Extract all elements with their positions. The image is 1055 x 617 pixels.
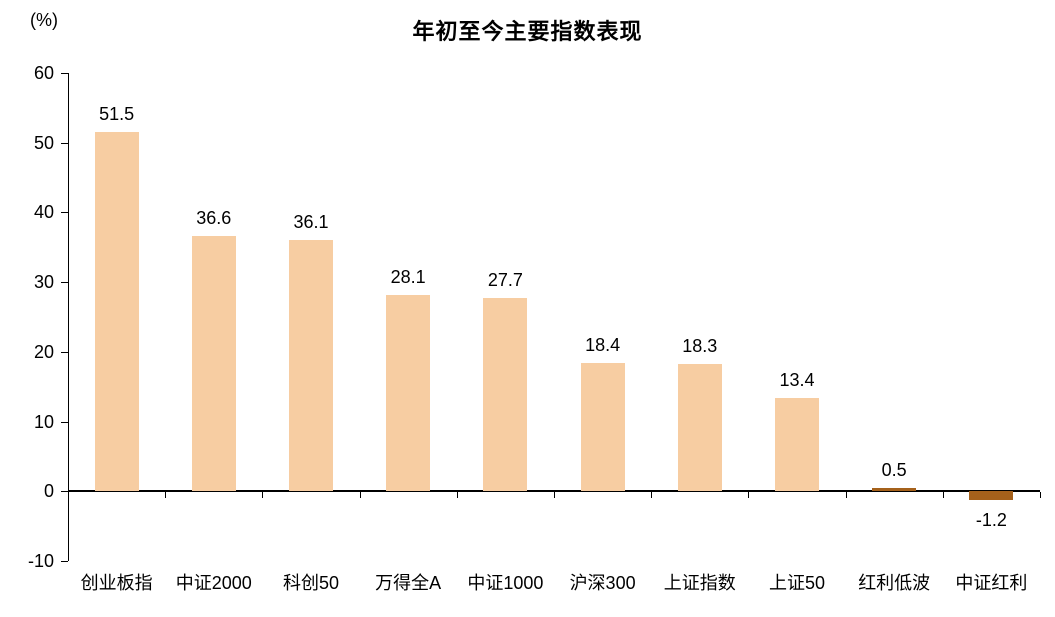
x-axis-label: 创业板指 (80, 573, 153, 593)
y-axis-tick-label: 40 (33, 202, 54, 223)
bar (483, 298, 528, 492)
y-axis-tick-label: 10 (33, 411, 54, 432)
bar (969, 491, 1014, 500)
bar (872, 487, 917, 492)
y-axis-tick-mark (61, 561, 68, 562)
bar-value-label: 13.4 (779, 369, 815, 390)
x-axis-tick-mark (1040, 492, 1041, 499)
x-axis-label: 上证50 (768, 573, 826, 593)
x-axis-tick-mark (456, 492, 458, 499)
y-axis-tick-mark (61, 142, 68, 144)
y-axis-tick-mark (61, 282, 68, 284)
x-axis-label: 中证红利 (955, 573, 1028, 593)
x-axis-tick-mark (262, 492, 264, 499)
y-axis-tick-mark (61, 73, 68, 74)
x-axis-tick-mark (68, 492, 69, 499)
y-axis-tick-label: -10 (27, 551, 54, 571)
x-axis-label: 红利低波 (858, 573, 931, 593)
x-axis-tick-mark (165, 492, 167, 499)
bar (386, 295, 431, 492)
bar-value-label: 36.1 (293, 211, 329, 232)
y-axis-unit-label: (%) (30, 10, 58, 30)
bar-value-label: -1.2 (975, 509, 1007, 530)
y-axis-tick-mark (61, 491, 68, 493)
bar-value-label: 0.5 (881, 459, 907, 480)
x-axis-tick-mark (845, 492, 847, 499)
y-axis-tick-mark (61, 212, 68, 214)
bar-value-label: 18.3 (682, 335, 718, 356)
x-axis-tick-mark (554, 492, 555, 499)
x-axis-label: 万得全A (375, 573, 442, 593)
bar (677, 363, 722, 492)
bar (94, 132, 139, 492)
bar-value-label: 36.6 (196, 208, 232, 229)
x-axis-tick-mark (651, 492, 653, 499)
y-axis-tick-label: 30 (33, 272, 54, 293)
y-axis-tick-label: 0 (43, 481, 54, 502)
chart-title: 年初至今主要指数表现 (412, 19, 643, 44)
x-axis-label: 科创50 (282, 573, 340, 593)
x-axis-label: 沪深300 (569, 573, 636, 593)
bar-value-label: 27.7 (487, 270, 523, 291)
x-axis-label: 上证指数 (663, 573, 736, 593)
bar-value-label: 51.5 (99, 104, 135, 125)
x-axis-label: 中证1000 (467, 573, 544, 593)
y-axis-tick-label: 60 (33, 63, 54, 83)
zero-axis-line (68, 490, 1040, 493)
y-axis-tick-mark (61, 351, 68, 353)
y-axis-tick-label: 20 (33, 341, 54, 362)
y-axis-tick-mark (61, 421, 68, 423)
bar-value-label: 18.4 (585, 335, 621, 355)
x-axis-label: 中证2000 (175, 573, 252, 593)
bar-value-label: 28.1 (390, 267, 426, 288)
x-axis-tick-mark (359, 492, 361, 499)
x-axis-tick-mark (942, 492, 944, 499)
bar (191, 236, 236, 492)
x-axis-tick-mark (748, 492, 750, 499)
y-axis-line (68, 73, 69, 561)
bar (289, 239, 333, 492)
bar (580, 363, 625, 492)
bar (775, 397, 819, 492)
y-axis-tick-label: 50 (33, 132, 54, 153)
